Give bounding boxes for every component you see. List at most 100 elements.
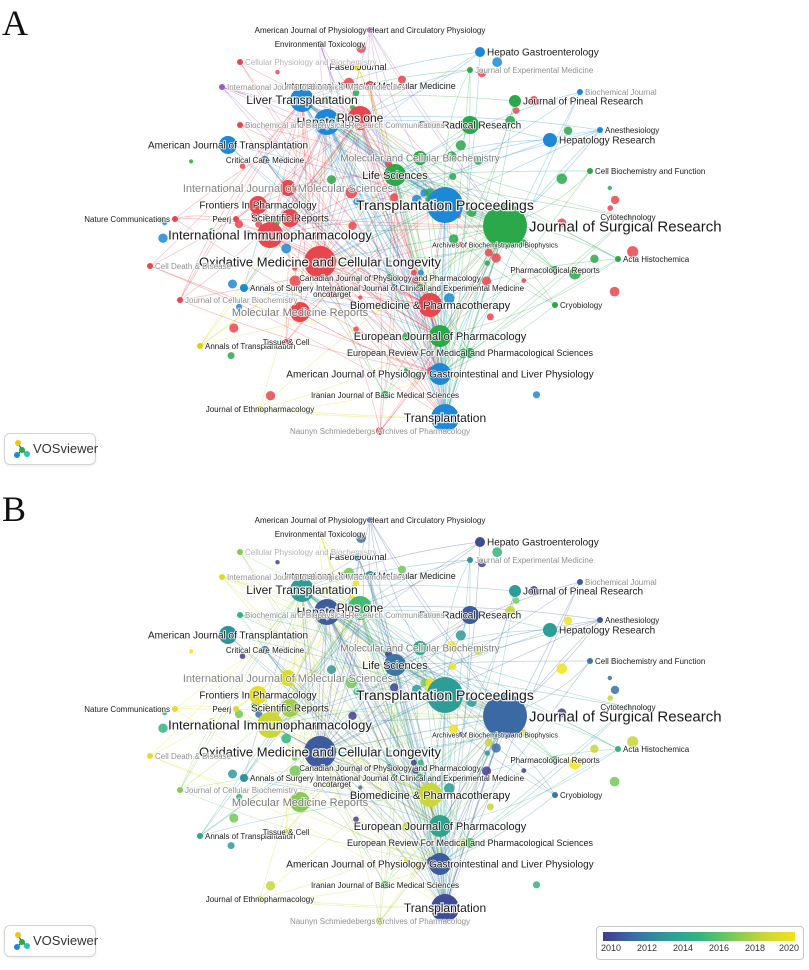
journal-node[interactable] [219,84,225,90]
journal-node[interactable] [328,780,336,788]
journal-node[interactable] [158,233,168,243]
journal-node[interactable] [237,612,243,618]
journal-node[interactable] [465,838,475,848]
journal-node[interactable] [353,688,361,695]
journal-node[interactable] [376,917,384,925]
journal-node[interactable] [376,427,384,435]
journal-node[interactable] [461,606,479,624]
journal-node[interactable] [402,332,411,341]
journal-node[interactable] [475,537,485,547]
journal-node[interactable] [492,57,503,67]
journal-node[interactable] [484,750,490,756]
journal-node[interactable] [627,246,639,258]
journal-node[interactable] [557,218,567,228]
journal-node[interactable] [484,738,493,747]
journal-node[interactable] [348,221,357,230]
journal-node[interactable] [577,579,583,585]
journal-node[interactable] [519,729,527,737]
journal-node[interactable] [157,706,164,713]
journal-node[interactable] [610,685,620,695]
journal-node[interactable] [587,168,593,174]
journal-node[interactable] [237,122,243,128]
journal-node[interactable] [447,151,457,161]
journal-node[interactable] [239,163,246,169]
journal-node[interactable] [353,326,359,333]
journal-node[interactable] [429,325,451,347]
journal-node[interactable] [237,549,243,555]
journal-node[interactable] [197,833,203,839]
journal-node[interactable] [577,89,583,95]
journal-node[interactable] [227,352,235,360]
journal-node[interactable] [390,683,399,692]
journal-node[interactable] [590,744,599,753]
journal-node[interactable] [348,106,372,130]
journal-node[interactable] [275,560,280,565]
journal-node[interactable] [280,180,296,196]
journal-node[interactable] [411,269,417,276]
journal-node[interactable] [444,293,455,304]
journal-node[interactable] [475,47,485,57]
journal-node[interactable] [172,216,178,222]
journal-node[interactable] [483,694,527,738]
journal-node[interactable] [317,531,323,537]
journal-node[interactable] [358,785,363,790]
journal-node[interactable] [358,295,363,300]
journal-node[interactable] [249,196,267,214]
journal-node[interactable] [474,646,483,655]
journal-node[interactable] [429,853,451,875]
journal-node[interactable] [227,842,235,850]
journal-node[interactable] [239,653,246,659]
journal-node[interactable] [458,732,464,737]
journal-node[interactable] [532,391,541,399]
journal-node[interactable] [348,711,357,720]
journal-node[interactable] [283,829,289,835]
journal-node[interactable] [147,753,153,759]
journal-node[interactable] [609,776,620,787]
journal-node[interactable] [356,43,366,53]
journal-node[interactable] [348,596,372,620]
journal-node[interactable] [449,724,459,734]
journal-node[interactable] [291,265,298,271]
journal-node[interactable] [491,241,499,249]
journal-node[interactable] [392,774,397,779]
journal-node[interactable] [381,881,389,889]
journal-node[interactable] [177,787,183,793]
journal-node[interactable] [543,623,557,637]
journal-node[interactable] [314,599,340,625]
journal-node[interactable] [552,302,558,308]
journal-node[interactable] [304,246,336,278]
journal-node[interactable] [607,675,612,681]
journal-node[interactable] [607,695,613,701]
journal-node[interactable] [249,686,267,704]
journal-node[interactable] [556,173,568,185]
journal-node[interactable] [240,774,248,782]
journal-node[interactable] [484,248,493,257]
journal-node[interactable] [413,863,420,870]
journal-node[interactable] [289,275,301,287]
journal-node[interactable] [158,723,168,733]
journal-node[interactable] [505,115,516,126]
journal-node[interactable] [257,712,283,738]
journal-node[interactable] [625,704,631,710]
journal-node[interactable] [416,774,424,782]
journal-node[interactable] [413,373,420,380]
journal-node[interactable] [281,699,299,717]
journal-node[interactable] [392,284,397,289]
journal-node[interactable] [398,75,406,84]
journal-node[interactable] [492,547,503,557]
journal-node[interactable] [486,313,494,321]
journal-node[interactable] [607,185,612,191]
journal-node[interactable] [343,567,355,579]
journal-node[interactable] [328,290,336,298]
journal-node[interactable] [491,743,501,753]
journal-node[interactable] [481,766,492,776]
journal-node[interactable] [449,663,457,670]
journal-node[interactable] [512,107,520,114]
journal-node[interactable] [512,597,520,604]
journal-node[interactable] [313,721,322,731]
journal-node[interactable] [290,578,314,602]
journal-node[interactable] [208,228,216,235]
network-map-a[interactable]: Journal of Surgical Research Transplantat… [0,0,809,480]
network-map-b[interactable]: Journal of Surgical Research Transplantat… [0,490,809,970]
journal-node[interactable] [290,88,314,112]
